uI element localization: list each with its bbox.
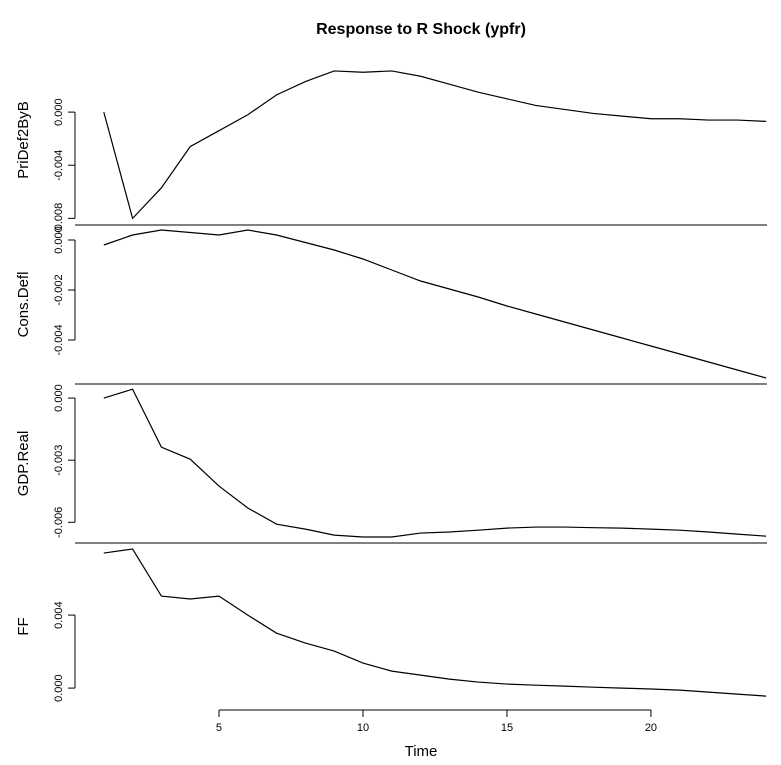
y-axis-label: Cons.Defl: [15, 272, 32, 338]
y-axis-label: FF: [15, 617, 32, 635]
y-tick-label: 0.000: [53, 384, 65, 412]
series-line: [103, 548, 767, 697]
y-tick-label: -0.008: [53, 203, 65, 234]
chart-title: Response to R Shock (ypfr): [316, 21, 526, 38]
y-axis-label: GDP.Real: [15, 431, 32, 497]
x-axis-label: Time: [405, 743, 438, 760]
y-axis-label: PriDef2ByB: [15, 101, 32, 179]
y-tick-label: 0.000: [53, 674, 65, 702]
y-tick-label: 0.004: [53, 601, 65, 629]
x-tick-label: 15: [501, 722, 513, 734]
y-tick-label: -0.004: [53, 150, 65, 181]
series-line: [103, 70, 767, 220]
y-tick-label: -0.006: [53, 507, 65, 538]
y-tick-label: 0.000: [53, 98, 65, 126]
series-line: [103, 388, 767, 538]
y-tick-label: -0.003: [53, 445, 65, 476]
x-tick-label: 20: [645, 722, 657, 734]
y-tick-label: 0.000: [53, 226, 65, 254]
series-line: [103, 229, 767, 379]
x-tick-label: 5: [216, 722, 222, 734]
x-tick-label: 10: [357, 722, 369, 734]
y-tick-label: -0.002: [53, 274, 65, 305]
y-tick-label: -0.004: [53, 324, 65, 355]
